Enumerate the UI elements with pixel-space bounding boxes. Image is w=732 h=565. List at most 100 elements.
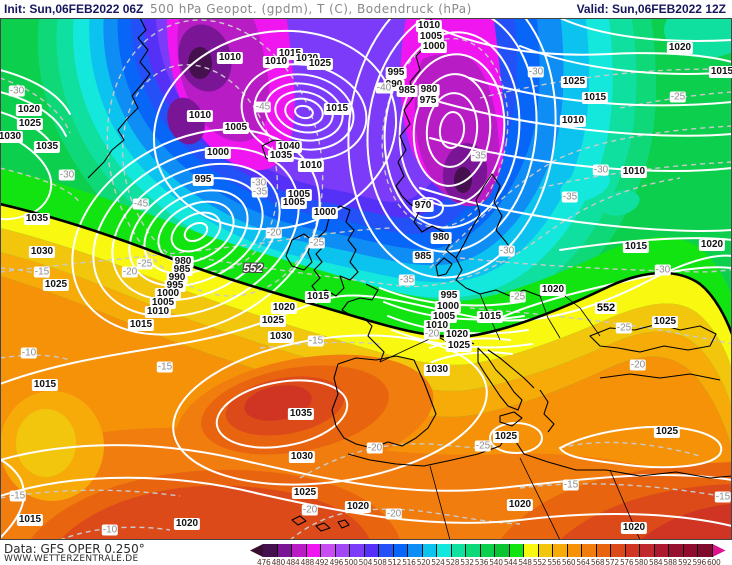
scale-value: 580	[634, 558, 648, 565]
scale-value: 476	[257, 558, 271, 565]
pressure-label: 1015	[708, 66, 732, 78]
temperature-label: -20	[385, 508, 403, 520]
scale-value: 548	[518, 558, 532, 565]
scale-value: 508	[373, 558, 387, 565]
pressure-label: 1010	[262, 56, 290, 68]
scale-value: 540	[489, 558, 503, 565]
data-source-text: Data: GFS OPER 0.250°	[4, 542, 145, 556]
contour-552	[0, 202, 732, 339]
pressure-label: 1020	[344, 501, 372, 513]
pressure-label: 1020	[173, 518, 201, 530]
pressure-label: 1020	[506, 499, 534, 511]
pressure-label: 1025	[16, 118, 44, 130]
pressure-label: 1025	[259, 315, 287, 327]
scale-value: 516	[402, 558, 416, 565]
pressure-label: 1015	[476, 311, 504, 323]
pressure-label: 980	[418, 84, 440, 96]
pressure-label: 1015	[323, 103, 351, 115]
pressure-label: 1010	[415, 20, 443, 32]
temperature-label: -15	[307, 335, 325, 347]
pressure-label: 1005	[222, 122, 250, 134]
pressure-label: 1015	[31, 379, 59, 391]
scale-cell	[553, 544, 568, 557]
scale-cell	[683, 544, 698, 557]
pressure-label: 1025	[306, 58, 334, 70]
temperature-label: -30	[592, 164, 610, 176]
scale-cell	[437, 544, 452, 557]
pressure-label: 1025	[42, 279, 70, 291]
scale-value: 568	[590, 558, 605, 565]
scale-cell	[596, 544, 611, 557]
scale-value: 584	[648, 558, 663, 565]
scale-value: 556	[547, 558, 561, 565]
pressure-label: 1030	[0, 131, 24, 143]
pressure-label: 1020	[539, 284, 567, 296]
scale-cell	[611, 544, 626, 557]
temperature-label: -25	[615, 322, 633, 334]
website-text: WWW.WETTERZENTRALE.DE	[4, 554, 139, 564]
temperature-label: -45	[254, 101, 272, 113]
scale-value: 596	[692, 558, 707, 565]
temperature-label: -35	[251, 186, 269, 198]
scale-cell	[669, 544, 684, 557]
scale-value: 600	[707, 558, 721, 565]
scale-cell	[350, 544, 365, 557]
pressure-label: 1015	[622, 241, 650, 253]
temperature-label: -35	[561, 191, 579, 203]
temperature-label: -25	[474, 440, 492, 452]
scale-cell	[335, 544, 350, 557]
scale-value: 480	[271, 558, 286, 565]
scale-value: 496	[329, 558, 344, 565]
scale-cell	[451, 544, 466, 557]
temperature-label: -45	[132, 198, 150, 210]
temperature-label: -20	[629, 359, 647, 371]
pressure-label: 1030	[288, 451, 316, 463]
pressure-label: 1015	[581, 92, 609, 104]
scale-cell	[393, 544, 408, 557]
temperature-label: -20	[121, 266, 139, 278]
pressure-label: 1030	[423, 364, 451, 376]
scale-value: 536	[474, 558, 489, 565]
pressure-label: 1035	[287, 408, 315, 420]
scale-value: 532	[460, 558, 474, 565]
scale-cell	[321, 544, 336, 557]
scale-cell	[567, 544, 582, 557]
temperature-label: -20	[423, 328, 441, 340]
scale-value: 488	[300, 558, 315, 565]
temperature-label: -30	[654, 264, 672, 276]
pressure-label: 995	[192, 174, 214, 186]
temperature-label: -15	[562, 479, 580, 491]
pressure-label: 1025	[445, 340, 473, 352]
temperature-label: -15	[33, 266, 51, 278]
pressure-label: 970	[412, 200, 434, 212]
color-scale-values: 476 480 484 488 492 496 500 504 508 512 516 520 524 5…	[257, 558, 722, 565]
scale-value: 504	[358, 558, 373, 565]
temperature-label: -25	[136, 258, 154, 270]
geopotential-552-label: 552	[242, 261, 264, 275]
scale-value: 564	[576, 558, 590, 565]
coastlines	[87, 18, 732, 540]
temperature-label: -30	[58, 169, 76, 181]
temperature-label: -30	[527, 66, 545, 78]
scale-cell	[466, 544, 481, 557]
pressure-label: 1030	[267, 331, 295, 343]
pressure-label: 1020	[443, 329, 471, 341]
pressure-label: 1035	[33, 141, 61, 153]
pressure-label: 1000	[434, 301, 462, 313]
scale-cell	[379, 544, 394, 557]
scale-value: 528	[445, 558, 460, 565]
temperature-label: -25	[308, 237, 326, 249]
scale-value: 512	[387, 558, 402, 565]
pressure-label: 1010	[216, 52, 244, 64]
scale-cell	[582, 544, 597, 557]
pressure-label: 985	[396, 85, 418, 97]
scale-cell	[509, 544, 524, 557]
temperature-label: -15	[714, 491, 732, 503]
scale-value: 572	[605, 558, 619, 565]
scale-value: 560	[561, 558, 576, 565]
temperature-label: -15	[156, 361, 174, 373]
scale-cell	[364, 544, 379, 557]
weather-map: 1010 1010 1005 1000 995 1020 1025 1030 1035 1010 1…	[0, 18, 732, 540]
pressure-label: 1035	[267, 150, 295, 162]
scale-cell	[495, 544, 510, 557]
